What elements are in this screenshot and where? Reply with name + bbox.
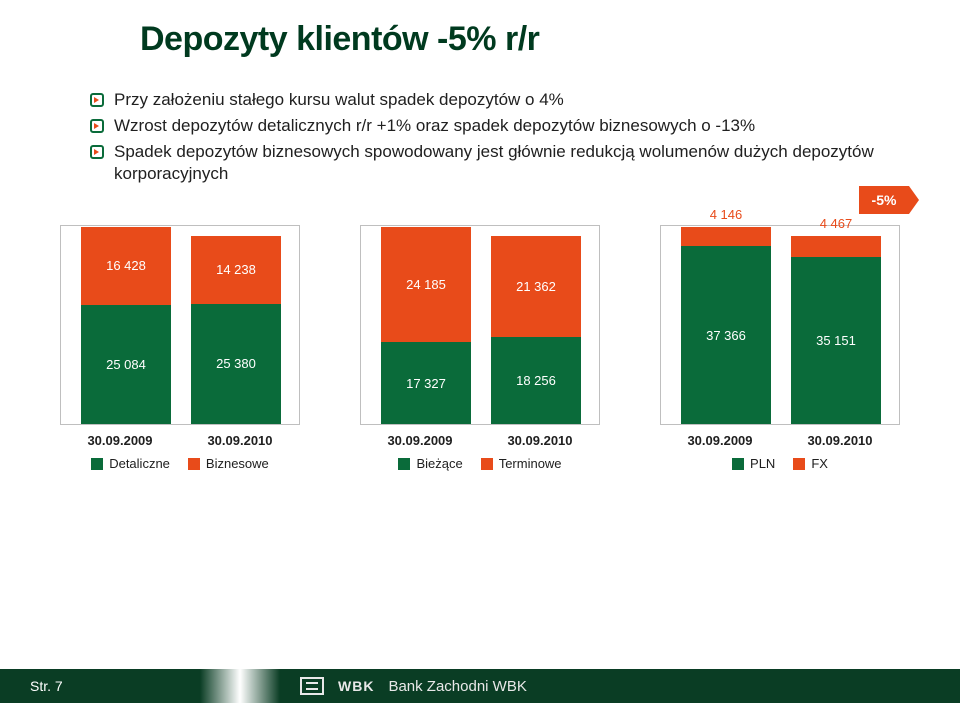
legend-label: Bieżące: [416, 456, 462, 471]
bullet-arrow-icon: [90, 145, 104, 159]
legend-item: PLN: [732, 456, 775, 471]
bar-value-label: 17 327: [406, 376, 446, 391]
bullet-arrow-icon: [90, 119, 104, 133]
bar-value-label: 25 380: [216, 356, 256, 371]
legend-swatch-icon: [732, 458, 744, 470]
x-axis-label: 30.09.2009: [387, 433, 452, 448]
bar-segment: 21 362: [491, 236, 581, 338]
bullet-list: Przy założeniu stałego kursu walut spade…: [90, 89, 910, 185]
chart-plot: 25 084 16 428 25 380 14 238: [60, 225, 300, 425]
legend: Detaliczne Biznesowe: [60, 456, 300, 471]
bar-value-label: 4 467: [791, 216, 881, 231]
legend-swatch-icon: [398, 458, 410, 470]
bullet-item: Przy założeniu stałego kursu walut spade…: [90, 89, 910, 111]
legend-item: Terminowe: [481, 456, 562, 471]
footer-brand: WBK Bank Zachodni WBK: [240, 669, 960, 703]
x-axis-label: 30.09.2010: [807, 433, 872, 448]
bar-value-label: 14 238: [216, 262, 256, 277]
bar-segment: 17 327: [381, 342, 471, 425]
x-axis-label: 30.09.2009: [87, 433, 152, 448]
chart-plot: 17 327 24 185 18 256 21 362: [360, 225, 600, 425]
bar: 25 380 14 238: [191, 236, 281, 425]
legend-label: Biznesowe: [206, 456, 269, 471]
legend-swatch-icon: [188, 458, 200, 470]
legend-label: Detaliczne: [109, 456, 170, 471]
bar-segment: 35 151: [791, 257, 881, 424]
legend-item: Bieżące: [398, 456, 462, 471]
bar-value-label: 18 256: [516, 373, 556, 388]
bullet-item: Spadek depozytów biznesowych spowodowany…: [90, 141, 910, 185]
bar-segment: 14 238: [191, 236, 281, 304]
bar-segment: 37 366: [681, 246, 771, 424]
x-axis-label: 30.09.2010: [507, 433, 572, 448]
footer-page-number: Str. 7: [0, 669, 240, 703]
bullet-text: Przy założeniu stałego kursu walut spade…: [114, 89, 564, 111]
legend-label: FX: [811, 456, 828, 471]
bar-segment: 24 185: [381, 227, 471, 342]
footer: Str. 7 WBK Bank Zachodni WBK: [0, 669, 960, 703]
bar-value-label: 16 428: [106, 258, 146, 273]
legend-item: Biznesowe: [188, 456, 269, 471]
bar-segment: 4 467: [791, 236, 881, 257]
charts-row: 25 08416 42825 38014 23830.09.200930.09.…: [50, 225, 910, 471]
bar: 25 084 16 428: [81, 227, 171, 425]
bullet-item: Wzrost depozytów detalicznych r/r +1% or…: [90, 115, 910, 137]
legend-label: Terminowe: [499, 456, 562, 471]
bar: 35 151 4 467: [791, 236, 881, 425]
legend-swatch-icon: [481, 458, 493, 470]
chart-plot: -5%37 3664 14635 1514 467: [660, 225, 900, 425]
legend-item: FX: [793, 456, 828, 471]
brand-short: WBK: [338, 678, 374, 694]
bar-segment: 4 146: [681, 227, 771, 247]
x-axis-labels: 30.09.2009 30.09.2010: [360, 433, 600, 448]
bullet-text: Spadek depozytów biznesowych spowodowany…: [114, 141, 910, 185]
legend-label: PLN: [750, 456, 775, 471]
chart3: -5%37 3664 14635 1514 46730.09.200930.09…: [660, 225, 900, 471]
legend: Bieżące Terminowe: [360, 456, 600, 471]
bar-value-label: 4 146: [681, 207, 771, 222]
legend-swatch-icon: [91, 458, 103, 470]
bar-segment: 18 256: [491, 337, 581, 424]
logo-icon: [300, 677, 324, 695]
x-axis-labels: 30.09.2009 30.09.2010: [60, 433, 300, 448]
x-axis-label: 30.09.2009: [687, 433, 752, 448]
bar: 37 366 4 146: [681, 227, 771, 425]
bullet-arrow-icon: [90, 93, 104, 107]
bar-segment: 25 380: [191, 304, 281, 425]
chart1: 25 08416 42825 38014 23830.09.200930.09.…: [60, 225, 300, 471]
chart2: 17 32724 18518 25621 36230.09.200930.09.…: [360, 225, 600, 471]
change-badge: -5%: [859, 186, 909, 214]
bar-segment: 16 428: [81, 227, 171, 305]
legend-swatch-icon: [793, 458, 805, 470]
bar-value-label: 21 362: [516, 279, 556, 294]
bullet-text: Wzrost depozytów detalicznych r/r +1% or…: [114, 115, 755, 137]
bar-value-label: 35 151: [816, 333, 856, 348]
bar-value-label: 25 084: [106, 357, 146, 372]
bar-value-label: 37 366: [706, 328, 746, 343]
x-axis-labels: 30.09.2009 30.09.2010: [660, 433, 900, 448]
legend-item: Detaliczne: [91, 456, 170, 471]
brand-full: Bank Zachodni WBK: [388, 678, 526, 695]
bar: 17 327 24 185: [381, 227, 471, 425]
bar-segment: 25 084: [81, 305, 171, 424]
page-title: Depozyty klientów -5% r/r: [140, 20, 910, 59]
bar-value-label: 24 185: [406, 277, 446, 292]
x-axis-label: 30.09.2010: [207, 433, 272, 448]
legend: PLN FX: [660, 456, 900, 471]
bar: 18 256 21 362: [491, 236, 581, 425]
